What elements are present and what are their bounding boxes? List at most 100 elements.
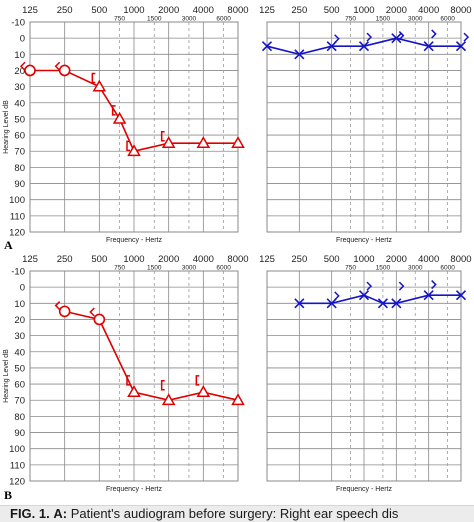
bone-conduction-mark: [366, 281, 373, 291]
bone-conduction-mark: [463, 32, 470, 42]
data-point-circle: [93, 313, 106, 326]
x-minor-tick-label: 3000: [408, 16, 423, 23]
data-point-triangle: [127, 144, 141, 157]
x-tick-label: 2000: [386, 254, 407, 265]
bone-conduction-mark: [54, 301, 61, 311]
data-point-x: [391, 298, 402, 309]
data-point-triangle: [196, 136, 211, 149]
y-tick-label: 60: [14, 131, 25, 142]
y-tick-label: -10: [11, 267, 25, 278]
data-point-x: [294, 49, 305, 60]
bone-conduction-mark: [91, 72, 96, 84]
data-point-triangle: [112, 111, 127, 124]
caption-line: FIG. 1. A: Patient's audiogram before su…: [10, 506, 398, 522]
data-point-x: [261, 41, 273, 52]
y-tick-label: 10: [14, 299, 25, 310]
bone-conduction-mark: [89, 307, 95, 317]
data-point-x: [377, 298, 388, 309]
x-minor-tick-label: 6000: [216, 265, 231, 272]
y-tick-label: -10: [11, 18, 25, 29]
y-tick-label: 40: [14, 98, 25, 109]
x-axis-label: Frequency - Hertz: [106, 486, 163, 493]
x-minor-tick-label: 6000: [216, 16, 231, 23]
y-tick-label: 70: [14, 396, 25, 407]
x-tick-label: 8000: [227, 5, 248, 16]
x-tick-label: 125: [22, 5, 38, 16]
y-tick-label: 10: [14, 50, 25, 61]
data-point-triangle: [161, 393, 176, 406]
bone-conduction-mark: [398, 281, 405, 291]
x-minor-tick-label: 750: [114, 265, 125, 272]
y-tick-label: 80: [14, 412, 25, 423]
bone-conduction-mark: [19, 61, 26, 71]
y-axis-label: Hearing Level dB: [3, 349, 10, 403]
x-tick-label: 2000: [158, 5, 179, 16]
x-minor-tick-label: 6000: [440, 265, 455, 272]
data-point-x: [326, 298, 337, 309]
x-minor-tick-label: 3000: [182, 265, 197, 272]
x-minor-tick-label: 750: [345, 16, 356, 23]
data-point-x: [358, 41, 370, 52]
x-minor-tick-label: 6000: [440, 16, 455, 23]
x-tick-label: 4000: [193, 254, 214, 265]
panel-label-b: B: [4, 488, 12, 502]
x-tick-label: 250: [291, 5, 307, 16]
data-point-x: [455, 290, 467, 301]
data-point-triangle: [127, 385, 141, 398]
bone-conduction-mark: [195, 375, 200, 386]
y-tick-label: 50: [14, 114, 25, 125]
series-line: [30, 69, 238, 153]
data-point-circle: [58, 305, 71, 318]
y-tick-label: 120: [9, 228, 25, 239]
x-axis-label: Frequency - Hertz: [336, 237, 393, 244]
x-tick-label: 1000: [123, 5, 144, 16]
x-minor-tick-label: 1500: [147, 16, 162, 23]
x-tick-label: 125: [22, 254, 38, 265]
x-tick-label: 125: [259, 5, 275, 16]
y-tick-label: 70: [14, 147, 25, 158]
bone-conduction-mark: [160, 130, 165, 142]
figure-caption: FIG. 1. A: Patient's audiogram before su…: [0, 505, 474, 522]
data-point-triangle: [231, 393, 245, 406]
y-tick-label: 50: [14, 363, 25, 374]
y-tick-label: 90: [14, 428, 25, 439]
data-point-triangle: [231, 136, 245, 149]
data-point-triangle: [92, 79, 107, 92]
x-axis-label: Frequency - Hertz: [336, 486, 393, 493]
data-point-triangle: [161, 136, 176, 149]
y-tick-label: 0: [20, 34, 25, 45]
data-point-x: [358, 290, 370, 301]
y-tick-label: 30: [14, 82, 25, 93]
y-tick-label: 120: [9, 477, 25, 488]
x-minor-tick-label: 1500: [147, 265, 162, 272]
x-tick-label: 250: [291, 254, 307, 265]
x-tick-label: 500: [324, 5, 340, 16]
bone-conduction-mark: [366, 32, 373, 42]
x-tick-label: 2000: [158, 254, 179, 265]
data-point-x: [423, 290, 434, 301]
data-point-x: [326, 41, 337, 52]
y-tick-label: 30: [14, 331, 25, 342]
data-point-circle: [24, 64, 36, 77]
audiogram-panel-b-left: 125 250 500 1000 2000 4000 8000 750 1500 3000 6000…: [259, 254, 472, 493]
data-point-circle: [58, 64, 71, 77]
bone-conduction-mark: [160, 379, 165, 391]
caption-body: Patient's audiogram before surgery: Righ…: [67, 506, 399, 521]
bone-conduction-mark: [111, 105, 116, 116]
y-tick-label: 40: [14, 347, 25, 358]
data-point-x: [294, 298, 305, 309]
panel-label-a: A: [4, 238, 13, 252]
bone-conduction-mark: [54, 61, 61, 71]
bone-conduction-mark: [431, 280, 437, 290]
data-point-x: [455, 41, 467, 52]
y-tick-label: 80: [14, 163, 25, 174]
x-minor-tick-label: 1500: [376, 16, 391, 23]
x-tick-label: 4000: [418, 254, 439, 265]
y-tick-label: 110: [10, 460, 25, 471]
x-tick-label: 8000: [450, 254, 471, 265]
y-tick-label: 60: [14, 380, 25, 391]
x-tick-label: 8000: [450, 5, 471, 16]
x-tick-label: 4000: [418, 5, 439, 16]
bone-conduction-mark: [126, 140, 130, 152]
